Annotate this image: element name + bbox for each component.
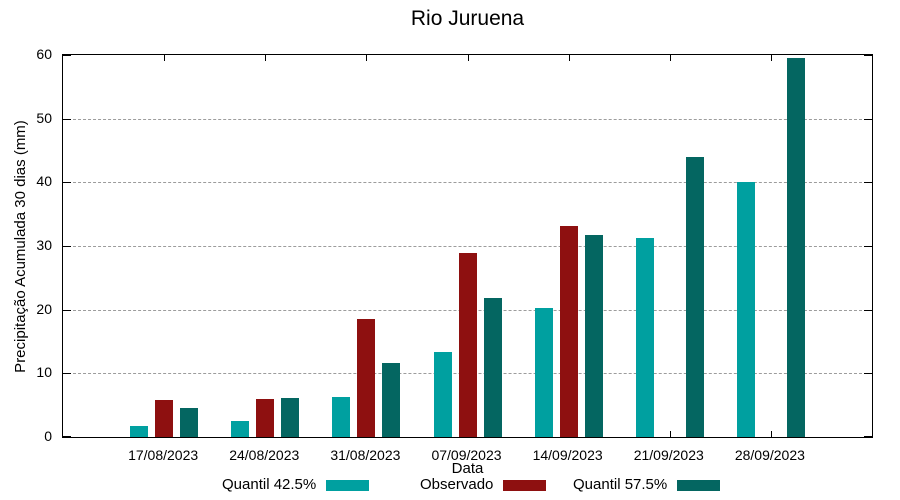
bar-observado-31-08-2023 <box>357 318 376 437</box>
gridline-y40 <box>63 182 872 184</box>
xtick-top-21-09-2023 <box>669 55 671 61</box>
bar-observado-07-09-2023 <box>458 253 477 437</box>
xtick-label-24-08-2023: 24/08/2023 <box>229 447 300 463</box>
legend-swatch-observado <box>503 479 547 491</box>
ytick-left-20 <box>63 309 71 311</box>
ytick-left-10 <box>63 373 71 375</box>
bar-quantil-57-5--14-09-2023 <box>584 234 603 437</box>
legend-label-quantil-42-5: Quantil 42.5% <box>222 476 317 493</box>
gridline-y50 <box>63 118 872 120</box>
xtick-bottom-21-09-2023 <box>669 431 671 437</box>
xtick-label-17-08-2023: 17/08/2023 <box>128 447 199 463</box>
ytick-right-20 <box>864 309 872 311</box>
bar-quantil-57-5--07-09-2023 <box>483 298 502 437</box>
ytick-label-60: 60 <box>36 46 52 62</box>
bar-quantil-57-5--21-09-2023 <box>685 156 704 437</box>
bar-quantil-42-5--07-09-2023 <box>433 352 452 437</box>
xtick-top-24-08-2023 <box>265 55 267 61</box>
bar-quantil-42-5--24-08-2023 <box>231 421 250 437</box>
ytick-left-50 <box>63 118 71 120</box>
bar-quantil-57-5--17-08-2023 <box>180 408 199 437</box>
ytick-left-30 <box>63 246 71 247</box>
ytick-label-50: 50 <box>36 109 52 126</box>
bar-observado-17-08-2023 <box>155 400 174 437</box>
xtick-label-31-08-2023: 31/08/2023 <box>330 447 401 463</box>
xtick-top-31-08-2023 <box>366 55 368 61</box>
bar-observado-24-08-2023 <box>256 399 275 437</box>
xtick-bottom-28-09-2023 <box>770 431 772 437</box>
xtick-label-21-09-2023: 21/09/2023 <box>633 447 704 463</box>
xtick-top-07-09-2023 <box>467 55 469 61</box>
ytick-right-40 <box>864 182 872 184</box>
ytick-label-20: 20 <box>36 300 52 317</box>
bar-quantil-42-5--21-09-2023 <box>635 238 654 437</box>
legend-swatch-quantil-42-5 <box>326 479 370 491</box>
xtick-top-17-08-2023 <box>164 55 166 61</box>
gridline-y30 <box>63 246 872 247</box>
ytick-right-30 <box>864 246 872 247</box>
legend-item-quantil-57-5: Quantil 57.5% <box>573 476 721 493</box>
legend-swatch-quantil-57-5 <box>677 479 721 491</box>
xtick-top-28-09-2023 <box>770 55 772 61</box>
bar-quantil-42-5--17-08-2023 <box>130 426 149 437</box>
ytick-right-60 <box>864 55 872 56</box>
bar-quantil-57-5--24-08-2023 <box>281 398 300 437</box>
bar-quantil-42-5--31-08-2023 <box>332 396 351 437</box>
legend-label-observado: Observado <box>420 476 494 493</box>
bar-observado-14-09-2023 <box>559 225 578 437</box>
chart-title: Rio Juruena <box>410 7 525 30</box>
xtick-top-14-09-2023 <box>568 55 570 61</box>
legend-item-quantil-42-5: Quantil 42.5% <box>222 476 370 493</box>
ytick-left-0 <box>63 436 71 437</box>
xtick-label-28-09-2023: 28/09/2023 <box>734 447 805 463</box>
bar-quantil-42-5--14-09-2023 <box>534 308 553 437</box>
xtick-label-14-09-2023: 14/09/2023 <box>532 447 603 463</box>
ytick-label-0: 0 <box>44 428 52 444</box>
bar-quantil-57-5--31-08-2023 <box>382 363 401 437</box>
ytick-left-60 <box>63 55 71 56</box>
ytick-label-10: 10 <box>36 364 52 381</box>
bar-quantil-57-5--28-09-2023 <box>786 57 805 437</box>
ytick-left-40 <box>63 182 71 184</box>
ytick-label-30: 30 <box>36 237 52 253</box>
ytick-right-0 <box>864 436 872 437</box>
ytick-right-50 <box>864 118 872 120</box>
bar-quantil-42-5--28-09-2023 <box>736 181 755 437</box>
plot-area <box>62 54 873 438</box>
legend-label-quantil-57-5: Quantil 57.5% <box>573 476 668 493</box>
xtick-label-07-09-2023: 07/09/2023 <box>431 447 502 463</box>
ytick-label-40: 40 <box>36 173 52 190</box>
x-axis-title: Data <box>451 460 484 477</box>
ytick-right-10 <box>864 373 872 375</box>
legend-item-observado: Observado <box>420 476 547 493</box>
